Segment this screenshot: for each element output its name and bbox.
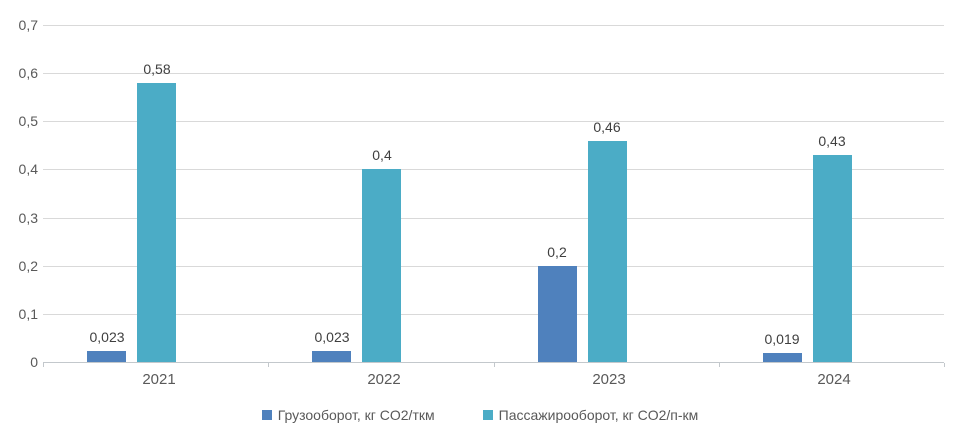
x-axis-tick xyxy=(494,363,495,367)
x-axis-tick xyxy=(944,363,945,367)
y-gridline xyxy=(43,314,944,315)
y-axis-tick-label: 0,1 xyxy=(18,306,38,322)
bar xyxy=(538,266,577,362)
bar xyxy=(137,83,176,362)
x-axis-tick xyxy=(43,363,44,367)
y-gridline xyxy=(43,266,944,267)
bar-value-label: 0,019 xyxy=(764,331,800,347)
legend-item: Грузооборот, кг CO2/ткм xyxy=(261,407,435,423)
bar-value-label: 0,4 xyxy=(372,147,392,163)
bar-value-label: 0,43 xyxy=(818,133,846,149)
x-axis-line xyxy=(43,362,944,363)
x-axis-category-label: 2022 xyxy=(367,371,401,388)
x-axis-tick xyxy=(719,363,720,367)
legend-label: Грузооборот, кг CO2/ткм xyxy=(277,407,435,423)
bar-value-label: 0,2 xyxy=(547,244,567,260)
y-gridline xyxy=(43,121,944,122)
y-axis-tick-label: 0,3 xyxy=(18,210,38,226)
y-axis-tick-label: 0 xyxy=(30,354,38,370)
y-axis-tick-label: 0,2 xyxy=(18,258,38,274)
bar xyxy=(588,141,627,362)
y-axis-tick-label: 0,5 xyxy=(18,113,38,129)
y-axis-tick-label: 0,7 xyxy=(18,17,38,33)
y-gridline xyxy=(43,169,944,170)
legend-item: Пассажирооборот, кг CO2/п-км xyxy=(482,407,699,423)
y-axis-tick-label: 0,4 xyxy=(18,161,38,177)
bar xyxy=(312,351,351,362)
legend: Грузооборот, кг CO2/ткм Пассажирооборот, … xyxy=(0,404,960,426)
legend-swatch-icon xyxy=(482,410,493,420)
bar-value-label: 0,023 xyxy=(89,329,125,345)
bar-value-label: 0,58 xyxy=(143,61,171,77)
x-axis-tick xyxy=(268,363,269,367)
x-axis-category-label: 2023 xyxy=(592,371,626,388)
y-gridline xyxy=(43,73,944,74)
y-axis-tick-label: 0,6 xyxy=(18,65,38,81)
bar-value-label: 0,46 xyxy=(593,119,621,135)
bar xyxy=(87,351,126,362)
x-axis-category-label: 2021 xyxy=(142,371,176,388)
bar xyxy=(763,353,802,362)
y-gridline xyxy=(43,25,944,26)
bar xyxy=(362,169,401,362)
legend-label: Пассажирооборот, кг CO2/п-км xyxy=(498,407,699,423)
bar-value-label: 0,023 xyxy=(314,329,350,345)
legend-swatch-icon xyxy=(261,410,272,420)
bar xyxy=(813,155,852,362)
y-gridline xyxy=(43,218,944,219)
x-axis-category-label: 2024 xyxy=(817,371,851,388)
